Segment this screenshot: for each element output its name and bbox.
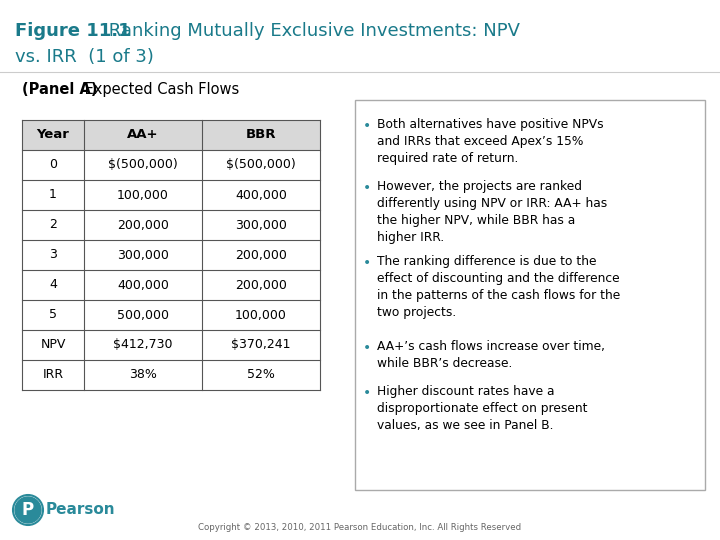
Text: •: • bbox=[363, 341, 372, 355]
Text: 200,000: 200,000 bbox=[117, 219, 169, 232]
Text: However, the projects are ranked
differently using NPV or IRR: AA+ has
the highe: However, the projects are ranked differe… bbox=[377, 180, 607, 244]
Text: 0: 0 bbox=[49, 159, 57, 172]
Text: vs. IRR  (1 of 3): vs. IRR (1 of 3) bbox=[15, 48, 154, 66]
Text: Figure 11.1: Figure 11.1 bbox=[15, 22, 130, 40]
Text: Year: Year bbox=[37, 129, 69, 141]
Text: •: • bbox=[363, 256, 372, 270]
Text: •: • bbox=[363, 181, 372, 195]
Text: The ranking difference is due to the
effect of discounting and the difference
in: The ranking difference is due to the eff… bbox=[377, 255, 620, 319]
Text: 4: 4 bbox=[49, 279, 57, 292]
Text: BBR: BBR bbox=[246, 129, 276, 141]
Text: Copyright © 2013, 2010, 2011 Pearson Education, Inc. All Rights Reserved: Copyright © 2013, 2010, 2011 Pearson Edu… bbox=[199, 523, 521, 532]
Text: Both alternatives have positive NPVs
and IRRs that exceed Apex’s 15%
required ra: Both alternatives have positive NPVs and… bbox=[377, 118, 603, 165]
Text: $(500,000): $(500,000) bbox=[108, 159, 178, 172]
Text: 400,000: 400,000 bbox=[235, 188, 287, 201]
Text: NPV: NPV bbox=[40, 339, 66, 352]
Text: P: P bbox=[22, 501, 34, 519]
Text: IRR: IRR bbox=[42, 368, 63, 381]
Bar bbox=[355, 100, 705, 490]
Text: 200,000: 200,000 bbox=[235, 279, 287, 292]
Text: AA+’s cash flows increase over time,
while BBR’s decrease.: AA+’s cash flows increase over time, whi… bbox=[377, 340, 605, 370]
Text: 100,000: 100,000 bbox=[117, 188, 169, 201]
Text: 52%: 52% bbox=[247, 368, 275, 381]
Text: Pearson: Pearson bbox=[46, 503, 116, 517]
Text: 400,000: 400,000 bbox=[117, 279, 169, 292]
Text: $370,241: $370,241 bbox=[231, 339, 291, 352]
Text: 500,000: 500,000 bbox=[117, 308, 169, 321]
Text: (Panel A): (Panel A) bbox=[22, 82, 97, 97]
Text: 2: 2 bbox=[49, 219, 57, 232]
Text: Higher discount rates have a
disproportionate effect on present
values, as we se: Higher discount rates have a disproporti… bbox=[377, 385, 588, 432]
Text: $412,730: $412,730 bbox=[113, 339, 173, 352]
Text: 1: 1 bbox=[49, 188, 57, 201]
Text: •: • bbox=[363, 386, 372, 400]
Text: Ranking Mutually Exclusive Investments: NPV: Ranking Mutually Exclusive Investments: … bbox=[103, 22, 520, 40]
Text: 38%: 38% bbox=[129, 368, 157, 381]
Circle shape bbox=[15, 497, 41, 523]
Text: 300,000: 300,000 bbox=[235, 219, 287, 232]
Bar bbox=[22, 120, 320, 150]
Text: 3: 3 bbox=[49, 248, 57, 261]
Text: $(500,000): $(500,000) bbox=[226, 159, 296, 172]
Text: Expected Cash Flows: Expected Cash Flows bbox=[80, 82, 239, 97]
Text: 5: 5 bbox=[49, 308, 57, 321]
Text: AA+: AA+ bbox=[127, 129, 158, 141]
Text: 200,000: 200,000 bbox=[235, 248, 287, 261]
Text: 100,000: 100,000 bbox=[235, 308, 287, 321]
Text: •: • bbox=[363, 119, 372, 133]
Text: 300,000: 300,000 bbox=[117, 248, 169, 261]
